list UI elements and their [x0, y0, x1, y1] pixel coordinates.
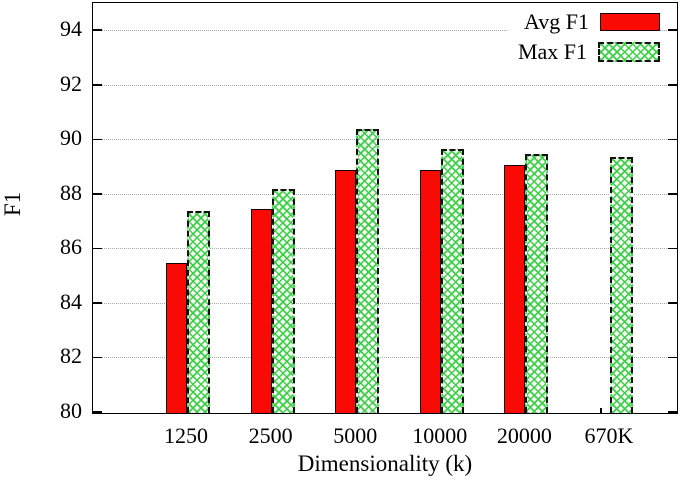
y-tick-left-90 — [93, 138, 102, 141]
x-axis-title: Dimensionality (k) — [297, 451, 473, 476]
x-tick-670K — [600, 408, 602, 413]
x-tick-label-670K: 670K — [584, 423, 634, 448]
legend: Avg F1 Max F1 — [507, 7, 660, 68]
y-tick-right-80 — [668, 411, 677, 413]
y-tick-left-94 — [93, 29, 102, 32]
gridline-92 — [93, 84, 677, 86]
y-tick-label-92: 92 — [60, 70, 82, 96]
y-tick-right-88 — [668, 193, 677, 195]
max-f1-swatch-icon — [598, 42, 660, 63]
y-tick-right-90 — [668, 138, 677, 141]
y-tick-label-82: 82 — [60, 343, 82, 369]
legend-label-max-f1: Max F1 — [517, 39, 587, 65]
bar-max-f1-5000 — [356, 129, 380, 413]
legend-entry-max-f1: Max F1 — [517, 39, 660, 65]
y-tick-label-86: 86 — [60, 234, 82, 260]
gridline-86 — [93, 248, 677, 250]
avg-f1-swatch-icon — [600, 13, 660, 32]
y-tick-label-84: 84 — [60, 288, 82, 314]
bar-avg-f1-20000 — [504, 164, 526, 413]
bar-avg-f1-5000 — [335, 170, 357, 413]
y-tick-left-92 — [93, 84, 102, 86]
y-tick-right-84 — [668, 302, 677, 304]
gridline-82 — [93, 357, 677, 359]
bar-avg-f1-10000 — [419, 170, 441, 413]
legend-label-avg-f1: Avg F1 — [524, 9, 589, 34]
y-tick-label-94: 94 — [60, 16, 82, 42]
y-tick-left-84 — [93, 302, 102, 304]
x-tick-label-2500: 2500 — [248, 423, 293, 448]
x-tick-label-5000: 5000 — [333, 423, 378, 448]
bar-max-f1-2500 — [271, 189, 295, 413]
legend-entry-avg-f1: Avg F1 — [518, 9, 660, 34]
y-tick-left-82 — [93, 356, 102, 359]
gridline-84 — [93, 302, 677, 304]
bar-avg-f1-1250 — [166, 263, 187, 413]
bar-max-f1-1250 — [187, 211, 210, 413]
gridline-88 — [93, 193, 677, 195]
y-tick-left-88 — [93, 193, 102, 195]
gridline-94 — [93, 30, 677, 32]
x-tick-label-20000: 20000 — [496, 423, 552, 448]
y-tick-right-86 — [668, 247, 677, 250]
x-tick-label-1250: 1250 — [164, 423, 208, 448]
bar-max-f1-10000 — [440, 148, 464, 413]
bar-avg-f1-2500 — [250, 208, 272, 413]
bar-max-f1-670K — [610, 156, 633, 413]
bar-max-f1-20000 — [525, 153, 549, 413]
y-tick-right-82 — [668, 356, 677, 359]
y-tick-right-94 — [668, 29, 677, 32]
y-tick-left-80 — [93, 411, 102, 413]
y-tick-label-90: 90 — [60, 125, 82, 151]
y-tick-label-88: 88 — [60, 179, 82, 205]
y-tick-left-86 — [93, 247, 102, 250]
y-tick-right-92 — [668, 84, 677, 86]
x-tick-label-10000: 10000 — [412, 423, 468, 448]
gridline-90 — [93, 139, 677, 141]
plot-area: Avg F1 Max F1 — [92, 2, 678, 414]
y-tick-label-80: 80 — [60, 398, 82, 423]
